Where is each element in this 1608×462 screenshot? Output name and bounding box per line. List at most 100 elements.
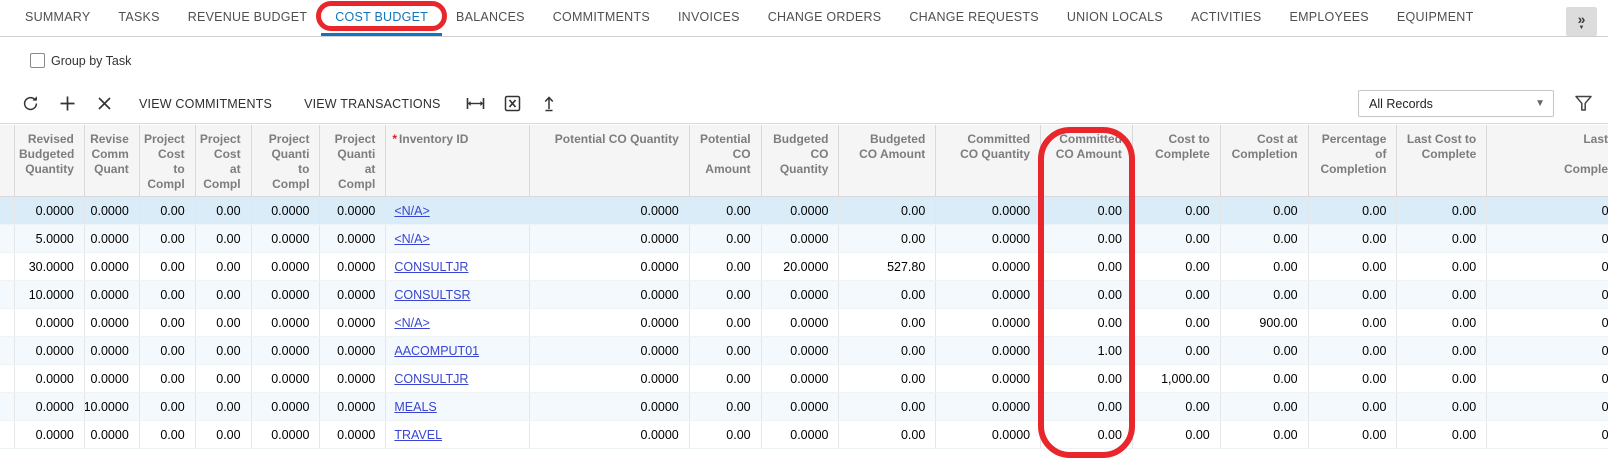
add-row-button[interactable] bbox=[49, 89, 86, 119]
cell-projectQtyAtCompletion[interactable]: 0.0000 bbox=[320, 225, 387, 252]
cell-costToComplete[interactable]: 0.00 bbox=[1133, 421, 1221, 448]
tab-invoices[interactable]: INVOICES bbox=[664, 0, 754, 36]
cell-percentageOfCompletion[interactable]: 0.00 bbox=[1309, 281, 1398, 308]
cell-lastCostToComplete[interactable]: 0.00 bbox=[1397, 225, 1488, 252]
cell-projectCostToComplete[interactable]: 0.00 bbox=[140, 393, 196, 420]
records-filter-select[interactable]: All Records ▼ bbox=[1358, 90, 1554, 117]
table-row[interactable]: 10.0000 0.0000 0.00 0.00 0.0000 0.0000 CONSULT… bbox=[0, 281, 1608, 309]
cell-committedCOAmount[interactable]: 0.00 bbox=[1041, 421, 1133, 448]
cell-projectQtyToComplete[interactable]: 0.0000 bbox=[252, 393, 321, 420]
table-row[interactable]: 5.0000 0.0000 0.00 0.00 0.0000 0.0000 <N/A> 0.0… bbox=[0, 225, 1608, 253]
cell-lastCostAtCompletion[interactable]: 0.00 bbox=[1487, 225, 1608, 252]
cell-inventoryId[interactable]: <N/A> bbox=[386, 309, 531, 336]
tab-cost-budget[interactable]: COST BUDGET bbox=[316, 0, 448, 36]
cell-lastCostToComplete[interactable]: 0.00 bbox=[1397, 281, 1488, 308]
cell-revisedCommittedQty[interactable]: 10.0000 bbox=[85, 393, 140, 420]
cell-projectCostToComplete[interactable]: 0.00 bbox=[140, 253, 196, 280]
cell-inventoryId[interactable]: CONSULTJR bbox=[386, 253, 531, 280]
cell-potentialCOAmount[interactable]: 0.00 bbox=[690, 253, 762, 280]
inventory-id-link[interactable]: MEALS bbox=[394, 399, 437, 414]
cell-inventoryId[interactable]: <N/A> bbox=[386, 197, 531, 224]
cell-committedCOQty[interactable]: 0.0000 bbox=[936, 337, 1042, 364]
cell-budgetedCOAmount[interactable]: 527.80 bbox=[839, 253, 937, 280]
cell-inventoryId[interactable]: MEALS bbox=[386, 393, 531, 420]
cell-revisedCommittedQty[interactable]: 0.0000 bbox=[85, 281, 140, 308]
cell-revisedBudgetedQty[interactable]: 0.0000 bbox=[15, 365, 85, 392]
cell-committedCOQty[interactable]: 0.0000 bbox=[936, 421, 1042, 448]
cell-costAtCompletion[interactable]: 0.00 bbox=[1221, 253, 1309, 280]
table-row[interactable]: 0.0000 0.0000 0.00 0.00 0.0000 0.0000 AACOMPUT… bbox=[0, 337, 1608, 365]
cell-potentialCOQty[interactable]: 0.0000 bbox=[530, 365, 690, 392]
cell-projectQtyAtCompletion[interactable]: 0.0000 bbox=[320, 281, 387, 308]
inventory-id-link[interactable]: <N/A> bbox=[394, 203, 430, 218]
cell-committedCOAmount[interactable]: 0.00 bbox=[1041, 253, 1133, 280]
column-header-projectCostToComplete[interactable]: Project Cost to Compl bbox=[140, 125, 196, 196]
view-transactions-button[interactable]: VIEW TRANSACTIONS bbox=[288, 89, 457, 119]
column-header-lastCostAtCompletion[interactable]: Last Comple bbox=[1487, 125, 1608, 196]
cell-budgetedCOQty[interactable]: 0.0000 bbox=[762, 421, 840, 448]
tab-commitments[interactable]: COMMITMENTS bbox=[539, 0, 664, 36]
cell-committedCOAmount[interactable]: 0.00 bbox=[1041, 393, 1133, 420]
cell-percentageOfCompletion[interactable]: 0.00 bbox=[1309, 421, 1398, 448]
cell-revisedCommittedQty[interactable]: 0.0000 bbox=[85, 225, 140, 252]
cell-lastCostToComplete[interactable]: 0.00 bbox=[1397, 253, 1488, 280]
cell-projectQtyToComplete[interactable]: 0.0000 bbox=[252, 197, 321, 224]
cell-committedCOQty[interactable]: 0.0000 bbox=[936, 253, 1042, 280]
column-header-costAtCompletion[interactable]: Cost at Completion bbox=[1221, 125, 1309, 196]
cell-projectQtyToComplete[interactable]: 0.0000 bbox=[252, 225, 321, 252]
cell-lastCostAtCompletion[interactable]: 0.00 bbox=[1487, 337, 1608, 364]
cell-lastCostToComplete[interactable]: 0.00 bbox=[1397, 421, 1488, 448]
column-header-potentialCOAmount[interactable]: Potential CO Amount bbox=[690, 125, 762, 196]
column-header-costToComplete[interactable]: Cost to Complete bbox=[1133, 125, 1221, 196]
tab-change-requests[interactable]: CHANGE REQUESTS bbox=[895, 0, 1052, 36]
cell-lastCostToComplete[interactable]: 0.00 bbox=[1397, 309, 1488, 336]
cell-budgetedCOQty[interactable]: 20.0000 bbox=[762, 253, 840, 280]
cell-budgetedCOQty[interactable]: 0.0000 bbox=[762, 365, 840, 392]
column-header-inventoryId[interactable]: * Inventory ID bbox=[386, 125, 531, 196]
cell-lastCostToComplete[interactable]: 0.00 bbox=[1397, 365, 1488, 392]
column-header-revisedBudgetedQty[interactable]: Revised Budgeted Quantity bbox=[15, 125, 85, 196]
column-header-committedCOQty[interactable]: Committed CO Quantity bbox=[936, 125, 1042, 196]
cell-percentageOfCompletion[interactable]: 0.00 bbox=[1309, 253, 1398, 280]
cell-projectQtyAtCompletion[interactable]: 0.0000 bbox=[320, 253, 387, 280]
cell-potentialCOAmount[interactable]: 0.00 bbox=[690, 421, 762, 448]
tab-summary[interactable]: SUMMARY bbox=[11, 0, 104, 36]
cell-projectQtyToComplete[interactable]: 0.0000 bbox=[252, 337, 321, 364]
cell-lastCostAtCompletion[interactable]: 0.00 bbox=[1487, 421, 1608, 448]
group-by-task-checkbox[interactable] bbox=[30, 53, 45, 68]
column-header-budgetedCOQty[interactable]: Budgeted CO Quantity bbox=[762, 125, 840, 196]
row-selector-cell[interactable] bbox=[0, 365, 15, 392]
row-selector-cell[interactable] bbox=[0, 253, 15, 280]
cell-projectQtyAtCompletion[interactable]: 0.0000 bbox=[320, 309, 387, 336]
row-selector-cell[interactable] bbox=[0, 421, 15, 448]
cell-potentialCOAmount[interactable]: 0.00 bbox=[690, 309, 762, 336]
cell-potentialCOQty[interactable]: 0.0000 bbox=[530, 421, 690, 448]
inventory-id-link[interactable]: CONSULTSR bbox=[394, 287, 471, 302]
inventory-id-link[interactable]: <N/A> bbox=[394, 231, 430, 246]
cell-potentialCOAmount[interactable]: 0.00 bbox=[690, 337, 762, 364]
view-commitments-button[interactable]: VIEW COMMITMENTS bbox=[123, 89, 288, 119]
cell-potentialCOQty[interactable]: 0.0000 bbox=[530, 393, 690, 420]
table-row[interactable]: 30.0000 0.0000 0.00 0.00 0.0000 0.0000 CONSULT… bbox=[0, 253, 1608, 281]
cell-costToComplete[interactable]: 0.00 bbox=[1133, 337, 1221, 364]
table-row[interactable]: 0.0000 0.0000 0.00 0.00 0.0000 0.0000 TRAVEL 0.… bbox=[0, 421, 1608, 449]
cell-projectCostAtCompletion[interactable]: 0.00 bbox=[196, 225, 252, 252]
cell-committedCOAmount[interactable]: 0.00 bbox=[1041, 309, 1133, 336]
cell-budgetedCOQty[interactable]: 0.0000 bbox=[762, 281, 840, 308]
cell-inventoryId[interactable]: TRAVEL bbox=[386, 421, 531, 448]
cell-potentialCOQty[interactable]: 0.0000 bbox=[530, 225, 690, 252]
cell-budgetedCOAmount[interactable]: 0.00 bbox=[839, 225, 937, 252]
cell-projectQtyAtCompletion[interactable]: 0.0000 bbox=[320, 337, 387, 364]
cell-projectQtyAtCompletion[interactable]: 0.0000 bbox=[320, 393, 387, 420]
tab-employees[interactable]: EMPLOYEES bbox=[1276, 0, 1383, 36]
cell-potentialCOAmount[interactable]: 0.00 bbox=[690, 393, 762, 420]
cell-costAtCompletion[interactable]: 900.00 bbox=[1221, 309, 1309, 336]
cell-lastCostAtCompletion[interactable]: 0.00 bbox=[1487, 281, 1608, 308]
cell-lastCostAtCompletion[interactable]: 0.00 bbox=[1487, 309, 1608, 336]
cell-committedCOQty[interactable]: 0.0000 bbox=[936, 281, 1042, 308]
cell-committedCOQty[interactable]: 0.0000 bbox=[936, 365, 1042, 392]
column-header-percentageOfCompletion[interactable]: Percentage of Completion bbox=[1309, 125, 1398, 196]
inventory-id-link[interactable]: AACOMPUT01 bbox=[394, 343, 480, 358]
cell-projectQtyToComplete[interactable]: 0.0000 bbox=[252, 309, 321, 336]
cell-percentageOfCompletion[interactable]: 0.00 bbox=[1309, 197, 1398, 224]
